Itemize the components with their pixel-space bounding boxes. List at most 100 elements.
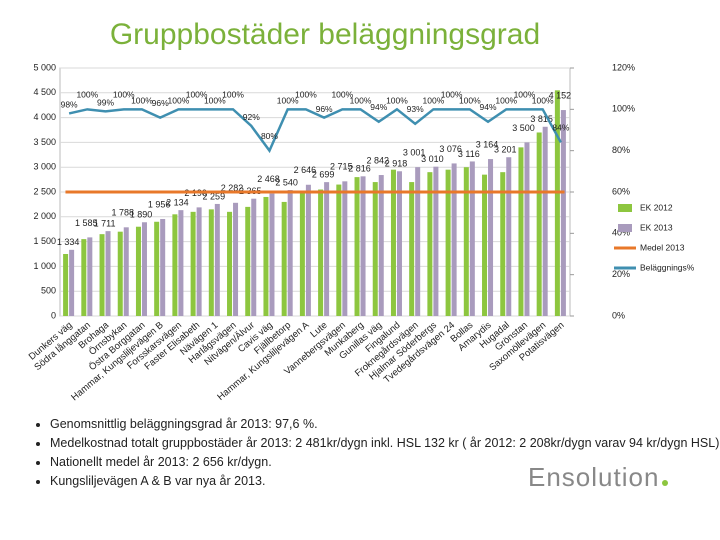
bar — [305, 184, 311, 316]
data-label: 3 201 — [494, 145, 517, 155]
data-label: 99% — [97, 98, 114, 108]
y2-tick-label: 60% — [612, 186, 630, 196]
data-label: 94% — [480, 102, 497, 112]
chart: Gruppbostäder beläggningsgrad 0 500 1 000 1… — [27, 18, 695, 403]
bar — [263, 196, 269, 316]
data-label: 4 152 — [549, 90, 572, 100]
occupancy-line — [68, 107, 562, 154]
bar — [500, 172, 506, 316]
y-tick-label: 5 000 — [33, 62, 56, 72]
legend-label: Beläggnings% — [640, 262, 695, 272]
bar — [99, 234, 105, 316]
bar — [87, 237, 93, 316]
data-label: 1 585 — [75, 218, 98, 228]
data-label: 100% — [113, 90, 135, 100]
bar — [482, 174, 488, 316]
data-label: 2 540 — [275, 177, 298, 187]
bar — [524, 142, 530, 316]
bar — [342, 181, 348, 316]
data-label: 2 134 — [166, 198, 189, 208]
data-label: 3 076 — [439, 144, 462, 154]
data-label: 2 646 — [294, 165, 317, 175]
bar — [372, 182, 378, 316]
data-label: 96% — [152, 98, 169, 108]
bar — [69, 249, 75, 316]
data-label: 3 164 — [476, 139, 499, 149]
data-label: 100% — [423, 96, 445, 106]
y-tick-label: 500 — [41, 286, 56, 296]
data-label: 96% — [316, 104, 333, 114]
bar — [214, 203, 220, 316]
bar — [105, 231, 111, 316]
y2-tick-label: 80% — [612, 145, 630, 155]
bar — [287, 190, 293, 316]
bullet: Nationellt medel år 2013: 2 656 kr/dygn. — [50, 454, 720, 471]
bar — [63, 254, 69, 316]
bar — [451, 163, 457, 316]
bar — [324, 182, 330, 316]
data-label: 100% — [331, 90, 353, 100]
bar — [560, 110, 566, 317]
bar — [427, 172, 433, 316]
y-tick-label: 2 000 — [33, 211, 56, 221]
data-label: 100% — [204, 96, 226, 106]
data-label: 100% — [514, 90, 536, 100]
bar — [81, 239, 87, 316]
legend-swatch — [618, 204, 632, 212]
bar — [415, 167, 421, 316]
y-tick-label: 1 000 — [33, 261, 56, 271]
y-tick-label: 1 500 — [33, 236, 56, 246]
bar — [318, 189, 324, 316]
y2-tick-label: 120% — [612, 62, 635, 72]
bar — [135, 226, 141, 316]
data-label: 1 956 — [148, 199, 171, 209]
bar — [360, 176, 366, 316]
bar — [554, 90, 560, 316]
data-label: 3 001 — [403, 148, 426, 158]
bar — [251, 198, 257, 316]
data-label: 100% — [222, 90, 244, 100]
data-label: 3 815 — [530, 114, 553, 124]
bar — [178, 210, 184, 316]
bullet: Genomsnittlig beläggningsgrad år 2013: 9… — [50, 416, 720, 433]
bullet-list: Genomsnittlig beläggningsgrad år 2013: 9… — [30, 416, 720, 492]
data-label: 1 890 — [130, 210, 153, 220]
data-label: 100% — [386, 96, 408, 106]
y2-tick-label: 0% — [612, 310, 625, 320]
data-label: 100% — [495, 96, 517, 106]
data-label: 1 711 — [94, 219, 116, 229]
bar — [518, 147, 524, 316]
data-label: 2 699 — [312, 170, 335, 180]
bar — [233, 202, 239, 316]
logo: Ensolution — [528, 462, 668, 493]
data-label: 100% — [532, 96, 554, 106]
bar — [196, 207, 202, 316]
data-label: 3 500 — [512, 123, 535, 133]
bar — [409, 182, 415, 316]
data-label: 1 334 — [57, 237, 80, 247]
bar — [141, 222, 147, 316]
legend-label: EK 2012 — [640, 202, 673, 212]
y-tick-label: 0 — [51, 310, 56, 320]
chart-title: Gruppbostäder beläggningsgrad — [110, 18, 540, 51]
data-label: 2 842 — [366, 155, 389, 165]
y-tick-label: 3 000 — [33, 162, 56, 172]
bar — [299, 192, 305, 316]
data-label: 100% — [186, 90, 208, 100]
legend-label: Medel 2013 — [640, 242, 685, 252]
legend-swatch — [618, 224, 632, 232]
data-label: 2 282 — [221, 183, 244, 193]
y2-tick-label: 40% — [612, 228, 630, 238]
bar — [433, 166, 439, 316]
data-label: 100% — [441, 90, 463, 100]
data-label: 84% — [552, 123, 569, 133]
data-label: 100% — [295, 90, 317, 100]
bar — [269, 193, 275, 316]
bar — [123, 227, 129, 316]
data-label: 100% — [168, 96, 190, 106]
bar — [154, 221, 160, 316]
bar — [463, 167, 469, 316]
data-label: 2 259 — [203, 191, 226, 201]
bar — [245, 206, 251, 316]
